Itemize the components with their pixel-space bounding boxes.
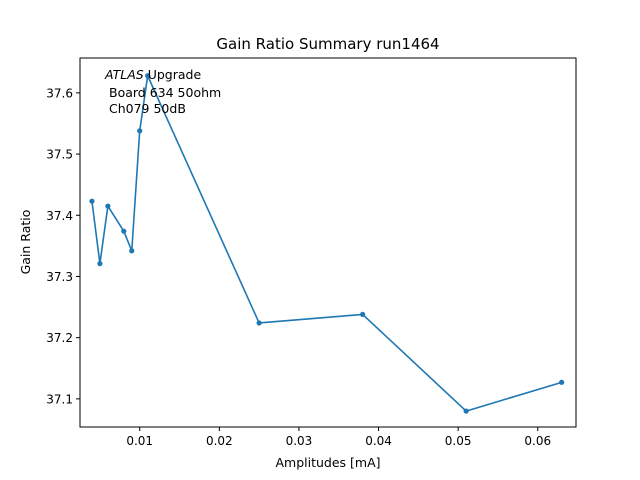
- data-point: [256, 320, 262, 326]
- x-tick-label: 0.01: [126, 434, 153, 448]
- data-point: [145, 73, 151, 79]
- y-tick-label: 37.4: [46, 209, 73, 223]
- annotation-line-1: ATLAS Upgrade: [104, 67, 201, 82]
- x-tick-label: 0.02: [206, 434, 233, 448]
- x-tick-label: 0.03: [286, 434, 313, 448]
- y-tick-label: 37.5: [46, 148, 73, 162]
- annotation-upgrade: Upgrade: [144, 67, 202, 82]
- annotation-box: ATLAS Upgrade Board 634 50ohm Ch079 50dB: [104, 67, 221, 116]
- annotation-atlas: ATLAS: [104, 67, 144, 82]
- y-axis: 37.1 37.2 37.3 37.4 37.5 37.6: [46, 86, 80, 406]
- annotation-line-3: Ch079 50dB: [109, 101, 186, 116]
- x-tick-label: 0.06: [524, 434, 551, 448]
- y-tick-label: 37.6: [46, 86, 73, 100]
- annotation-line-2: Board 634 50ohm: [109, 85, 221, 100]
- data-point: [559, 379, 565, 385]
- y-tick-label: 37.2: [46, 331, 73, 345]
- series-gain-ratio: [89, 73, 565, 414]
- data-point: [105, 203, 111, 209]
- data-point: [463, 408, 469, 414]
- data-point: [137, 128, 143, 134]
- x-tick-label: 0.05: [445, 434, 472, 448]
- data-point: [89, 198, 95, 204]
- x-tick-label: 0.04: [365, 434, 392, 448]
- plot-area-frame: [79, 57, 577, 428]
- chart-title: Gain Ratio Summary run1464: [216, 35, 439, 53]
- series-line: [91, 74, 562, 412]
- x-axis: 0.01 0.02 0.03 0.04 0.05 0.06: [126, 427, 551, 448]
- data-point: [360, 311, 366, 318]
- data-point: [121, 228, 127, 234]
- y-tick-label: 37.3: [46, 270, 73, 284]
- data-point: [97, 261, 103, 267]
- y-axis-label: Gain Ratio: [18, 210, 33, 275]
- data-point: [129, 248, 135, 254]
- x-axis-label: Amplitudes [mA]: [275, 455, 380, 470]
- y-tick-label: 37.1: [46, 392, 73, 406]
